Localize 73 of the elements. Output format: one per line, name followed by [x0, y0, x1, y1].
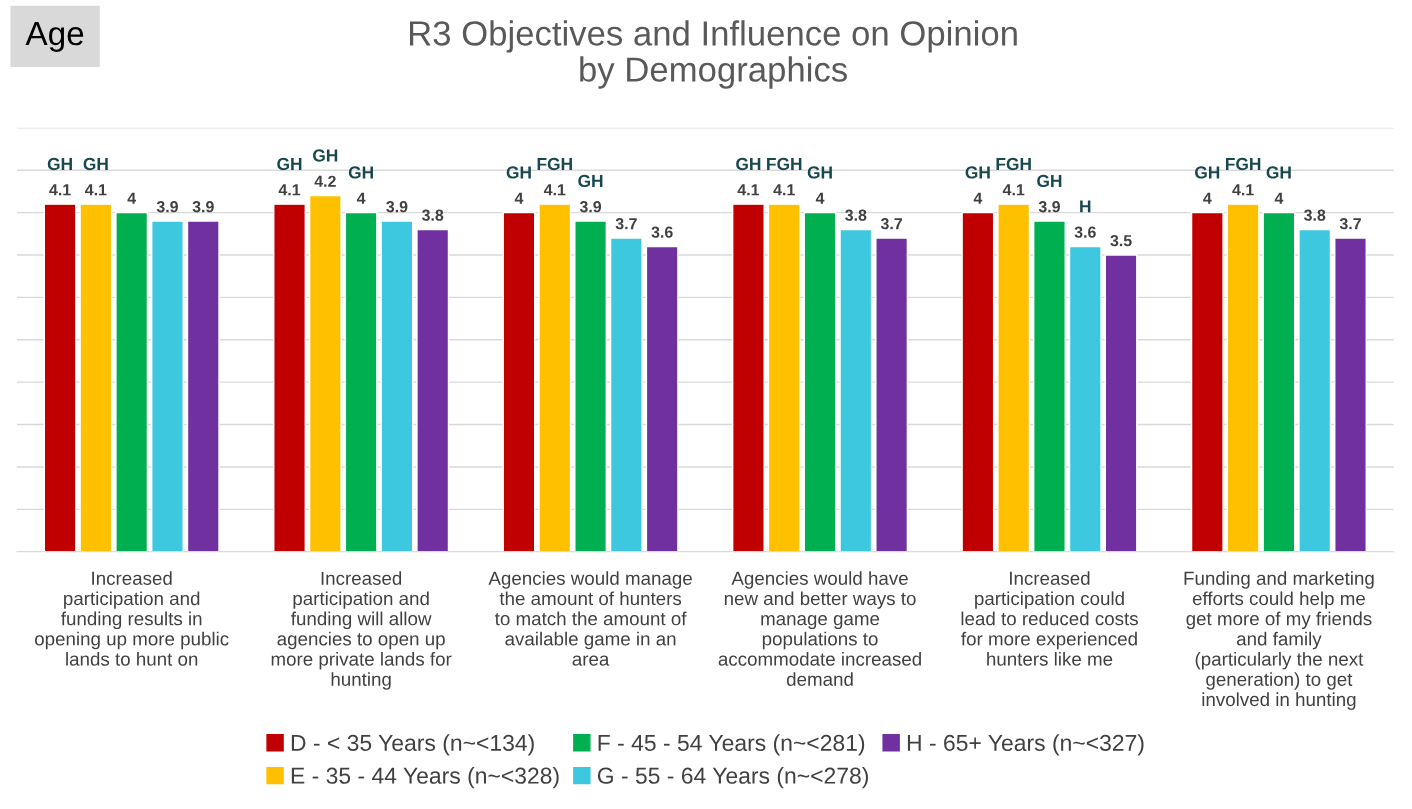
- bar: [1190, 211, 1224, 552]
- chart-title: R3 Objectives and Influence on Opinion by Demographics: [409, 20, 1017, 89]
- bar: [645, 245, 679, 552]
- x-tick-label: Increased participation and funding results in opening up more public lands to hunt on: [35, 571, 229, 666]
- bar: [502, 211, 536, 552]
- bar: [803, 211, 837, 552]
- data-label: GH 4: [965, 166, 990, 204]
- bar: [538, 203, 572, 552]
- bar: [344, 211, 378, 552]
- data-label: 3.9: [386, 201, 408, 213]
- bar: [1033, 220, 1066, 552]
- bar: [961, 211, 995, 552]
- data-label: GH 3.9: [1037, 174, 1062, 213]
- data-label: FGH 4.1: [537, 157, 572, 196]
- data-label: GH 4: [1195, 166, 1220, 204]
- bar: [1226, 203, 1260, 552]
- bar: [997, 203, 1031, 552]
- x-tick-label: Funding and marketing efforts could help me get more of my friends and family (particularly the next generation) to get involved in hunting: [1184, 571, 1374, 710]
- data-label: GH 4.1: [736, 157, 761, 196]
- data-label: 3.6: [651, 226, 673, 238]
- x-tick-label: Agencies would manage the amount of hunters to match the amount of available game in an area: [488, 571, 692, 666]
- bar: [186, 220, 220, 552]
- bar: [1104, 254, 1138, 552]
- bar: [1298, 228, 1332, 552]
- bar: [1068, 245, 1102, 552]
- data-label: GH 4: [1266, 166, 1291, 204]
- data-label: GH 4.1: [47, 157, 72, 196]
- data-label: FGH 4.1: [767, 157, 802, 196]
- x-tick-label: Agencies would have new and better ways to manage game populations to accommodate increased demand: [718, 571, 921, 686]
- data-label: GH 4: [506, 166, 531, 204]
- legend-label: D - < 35 Years (n~<134): [291, 734, 534, 756]
- data-label: GH 3.9: [578, 174, 603, 213]
- bar: [731, 203, 765, 552]
- data-label: H 3.6: [1074, 200, 1096, 238]
- data-label: 3.5: [1110, 234, 1132, 247]
- data-label: GH 4.1: [83, 157, 108, 196]
- bar: [574, 220, 608, 552]
- legend-label: E - 35 - 44 Years (n~<328): [291, 767, 559, 789]
- bar: [308, 194, 342, 552]
- data-label: 3.7: [880, 218, 903, 230]
- bar: [1262, 211, 1296, 552]
- legend-label: F - 45 - 54 Years (n~<281): [598, 734, 865, 756]
- legend-label: G - 55 - 64 Years (n~<278): [597, 767, 868, 789]
- data-label: FGH 4.1: [1225, 157, 1261, 196]
- data-label: 3.7: [615, 218, 637, 230]
- bar: [416, 228, 450, 552]
- bar: [875, 237, 909, 552]
- data-label: 3.8: [1303, 209, 1326, 221]
- data-label: GH 4.2: [313, 149, 338, 187]
- data-label: GH 4: [348, 166, 373, 204]
- bar: [79, 203, 113, 552]
- data-label: 3.9: [156, 201, 178, 213]
- legend-label: H - 65+ Years (n~<327): [907, 734, 1144, 756]
- bar: [380, 220, 414, 552]
- bar: [151, 220, 184, 552]
- x-tick-label: Increased participation could lead to reduced costs for more experienced hunters like me: [961, 571, 1138, 666]
- data-label: 3.8: [845, 209, 867, 221]
- text: Age: [25, 22, 84, 52]
- bar: [43, 203, 77, 552]
- bar: [273, 203, 306, 552]
- data-label: FGH 4.1: [996, 157, 1031, 196]
- bar: [1334, 237, 1367, 552]
- data-label: 3.9: [192, 201, 214, 213]
- bar: [609, 237, 643, 552]
- bar: [767, 203, 801, 552]
- bar: [115, 211, 149, 552]
- data-label: 3.8: [421, 209, 444, 221]
- data-label: 4: [127, 192, 137, 204]
- data-label: GH 4.1: [277, 157, 302, 196]
- data-label: 3.7: [1339, 218, 1361, 230]
- x-tick-label: Increased participation and funding will allow agencies to open up more private lands for hunting: [271, 571, 452, 690]
- bar: [839, 228, 873, 552]
- data-label: GH 4: [807, 166, 832, 204]
